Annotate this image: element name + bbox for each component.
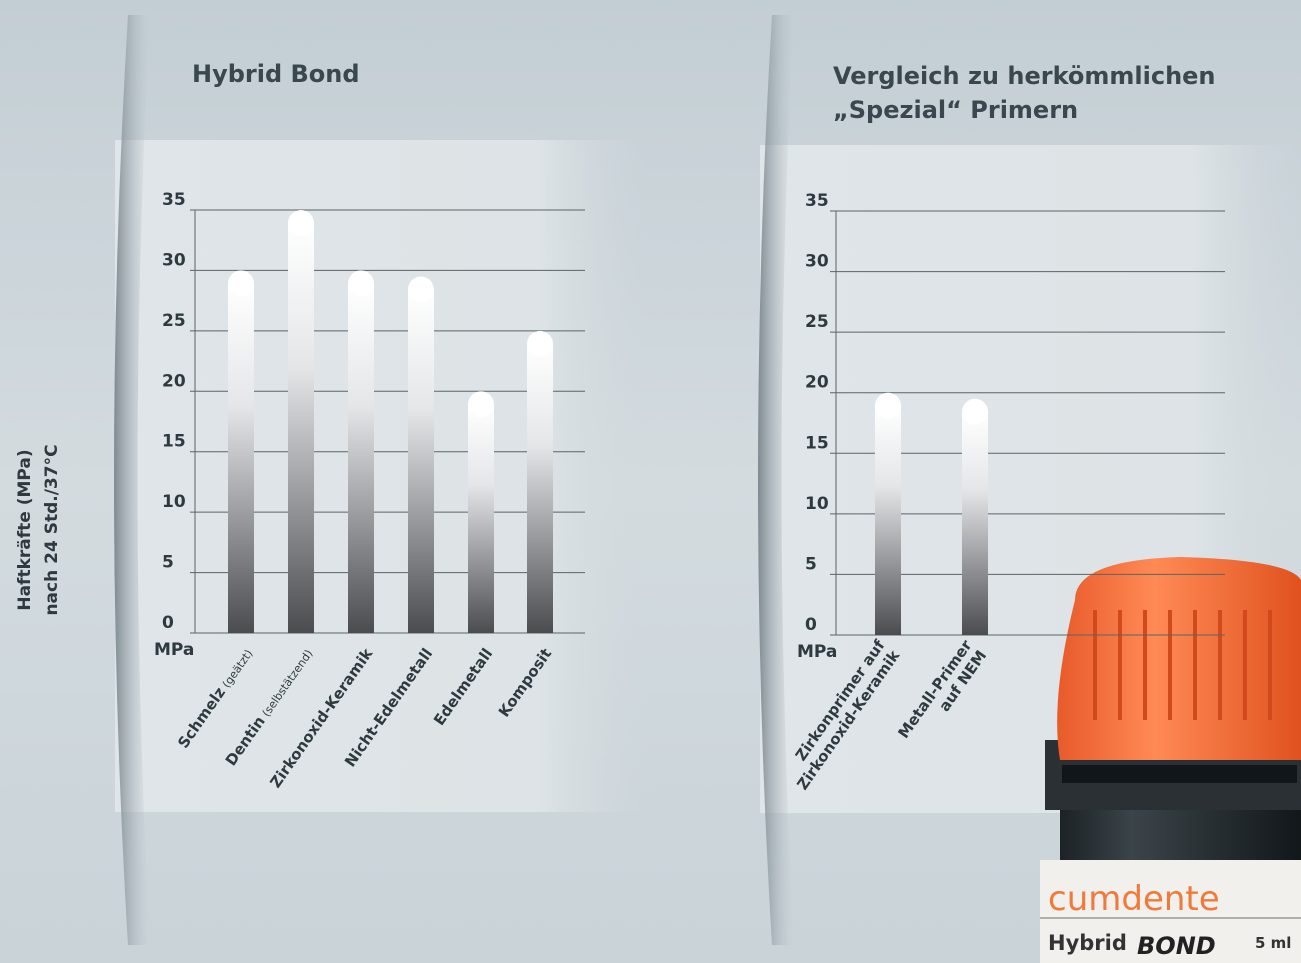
y-axis-title: Haftkräfte (MPa) [15,449,35,610]
y-tick-label: 5 [162,553,174,573]
y-tick-label: 10 [805,494,829,514]
bottle-ring [1062,765,1297,783]
unit-label: MPa [154,640,194,660]
bar [875,406,901,635]
y-tick-label: 30 [805,252,829,272]
bar [228,283,254,633]
product-bottle: cumdente Hybrid BOND 5 ml [1040,557,1301,963]
bar [408,289,434,633]
y-tick-label: 25 [805,312,829,332]
bar [468,404,494,633]
bar [348,283,374,633]
y-tick-label: 25 [162,311,186,331]
y-tick-label: 15 [805,433,829,453]
bar-cap [962,399,988,425]
y-tick-label: 0 [805,615,817,635]
bar-cap [875,393,901,419]
bar [962,412,988,635]
y-tick-label: 30 [162,250,186,270]
bar-cap [527,331,553,357]
y-tick-label: 5 [805,554,817,574]
bar-cap [228,270,254,296]
product-name: Hybrid [1048,931,1127,955]
bar [288,223,314,633]
bar-cap [348,270,374,296]
bar-cap [408,276,434,302]
y-axis-title: nach 24 Std./37°C [42,444,62,615]
chart-title: Hybrid Bond [192,60,360,88]
y-tick-label: 15 [162,432,186,452]
y-tick-label: 20 [162,371,186,391]
volume: 5 ml [1255,934,1291,952]
y-tick-label: 35 [162,190,186,210]
chart-title: „Spezial“ Primern [833,96,1078,124]
y-tick-label: 0 [162,613,174,633]
bar [527,344,553,633]
brand: cumdente [1048,879,1220,919]
y-tick-label: 10 [162,492,186,512]
bar-cap [468,391,494,417]
product-name: BOND [1137,932,1216,960]
y-tick-label: 35 [805,191,829,211]
y-tick-label: 20 [805,373,829,393]
bar-cap [288,210,314,236]
page: Haftkräfte (MPa) nach 24 Std./37°C Hybri… [0,0,1301,963]
unit-label: MPa [797,642,837,662]
chart-title: Vergleich zu herkömmlichen [833,62,1216,90]
chart: Haftkräfte (MPa) nach 24 Std./37°C Hybri… [0,0,1301,963]
